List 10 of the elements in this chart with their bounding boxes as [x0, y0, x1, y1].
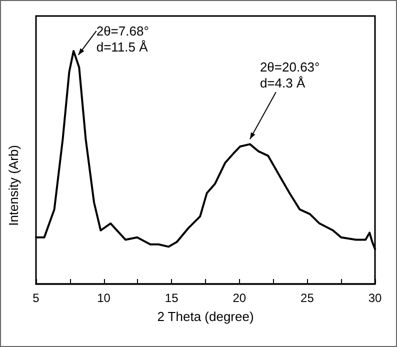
x-tick-label: 15 [164, 291, 179, 305]
x-tick-label: 10 [97, 291, 111, 305]
x-tick-label: 20 [232, 291, 246, 305]
annotation: 2θ=7.68° d=11.5 Å [96, 23, 149, 54]
x-tick-label: 25 [300, 291, 314, 305]
x-axis-title: 2 Theta (degree) [157, 309, 254, 324]
annotation: 2θ=20.63° d=4.3 Å [260, 60, 320, 91]
y-axis-title: Intensity (Arb) [6, 144, 21, 226]
x-tick-label: 30 [368, 291, 382, 305]
x-tick-label: 5 [32, 291, 40, 305]
